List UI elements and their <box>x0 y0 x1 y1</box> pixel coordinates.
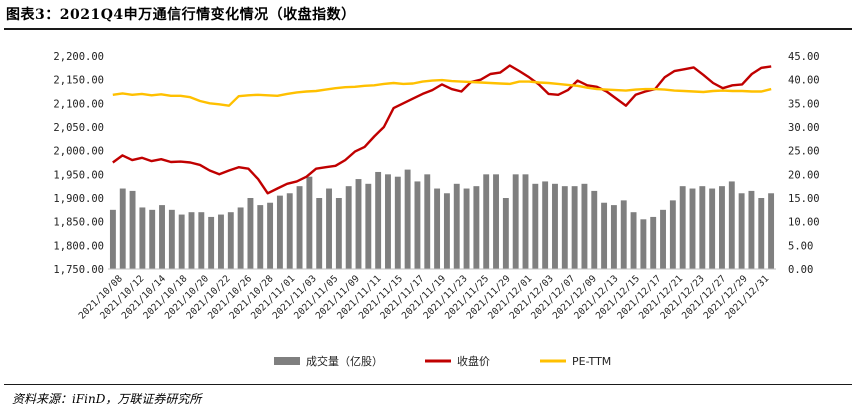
volume-bar <box>640 219 647 269</box>
volume-bar <box>709 188 716 269</box>
volume-bar <box>208 216 215 269</box>
volume-bar <box>463 188 470 269</box>
volume-bar <box>404 169 411 269</box>
volume-bar <box>159 205 165 269</box>
volume-bar <box>286 193 293 269</box>
volume-bar <box>257 205 264 269</box>
volume-bar <box>493 174 499 269</box>
volume-bar <box>660 209 666 269</box>
y-right-tick-label: 15.00 <box>788 193 820 205</box>
pe-ttm-line <box>112 78 772 107</box>
volume-bar <box>443 193 450 269</box>
y-right-tick-label: 10.00 <box>788 217 820 229</box>
chart-title: 图表3：2021Q4申万通信行情变化情况（收盘指数） <box>6 7 356 23</box>
volume-bar <box>198 212 205 269</box>
volume-bar <box>227 212 234 269</box>
legend-label: 成交量（亿股） <box>306 354 383 368</box>
source-rule <box>4 384 852 385</box>
volume-bar <box>394 176 401 269</box>
volume-bar <box>149 209 156 269</box>
volume-bar <box>119 188 126 269</box>
volume-bar <box>532 183 539 269</box>
volume-bar <box>601 202 608 269</box>
y-left-tick-label: 1,800.00 <box>53 240 104 252</box>
volume-bar <box>552 183 558 269</box>
volume-bar <box>267 202 274 269</box>
y-right-tick-label: 40.00 <box>788 75 820 87</box>
y-left-tick-label: 1,850.00 <box>53 217 104 229</box>
volume-bar <box>561 186 568 269</box>
volume-bar <box>591 190 598 269</box>
volume-bar <box>139 207 146 269</box>
volume-bar <box>434 188 441 269</box>
volume-bar <box>650 216 657 269</box>
volume-bar <box>365 183 372 269</box>
legend-label: PE-TTM <box>572 355 611 368</box>
volume-bar <box>168 209 175 269</box>
y-left-tick-label: 2,050.00 <box>53 122 104 134</box>
y-right-tick-label: 35.00 <box>788 98 820 110</box>
volume-bar <box>473 186 480 269</box>
volume-bar <box>306 176 313 269</box>
volume-bar <box>247 198 254 269</box>
volume-bar <box>178 214 185 269</box>
volume-bar <box>218 214 224 269</box>
legend-swatch-volume <box>274 357 300 365</box>
y-right-tick-label: 0.00 <box>788 264 813 276</box>
volume-bar <box>748 190 755 269</box>
volume-bar <box>581 183 588 269</box>
volume-bar <box>296 186 303 269</box>
volume-bar <box>453 183 460 269</box>
volume-bar <box>109 209 116 269</box>
volume-bar <box>316 198 323 269</box>
volume-bar <box>335 198 342 269</box>
volume-bar <box>522 174 529 269</box>
y-left-tick-label: 2,100.00 <box>53 98 104 110</box>
volume-bar <box>385 174 391 269</box>
volume-bar <box>620 200 627 269</box>
volume-bar <box>276 195 283 269</box>
y-left-tick-label: 2,150.00 <box>53 75 104 87</box>
volume-bar <box>689 188 696 269</box>
close-price-line <box>112 64 772 195</box>
volume-bar <box>414 181 421 269</box>
volume-bar <box>542 181 549 269</box>
volume-bar <box>719 186 725 269</box>
volume-bar <box>502 198 509 269</box>
volume-bar <box>669 200 676 269</box>
volume-bar <box>355 179 362 269</box>
y-right-tick-label: 5.00 <box>788 240 813 252</box>
y-left-tick-label: 2,200.00 <box>53 51 104 63</box>
volume-bar <box>237 207 244 269</box>
volume-bar <box>512 174 519 269</box>
volume-bar <box>699 186 706 269</box>
volume-bar <box>758 198 765 269</box>
y-left-tick-label: 1,950.00 <box>53 169 104 181</box>
y-right-tick-label: 25.00 <box>788 146 820 158</box>
volume-bar <box>326 188 332 269</box>
y-left-tick-label: 1,900.00 <box>53 193 104 205</box>
y-left-tick-label: 1,750.00 <box>53 264 104 276</box>
volume-bar <box>424 174 431 269</box>
volume-bar <box>738 193 745 269</box>
volume-bar <box>679 186 686 269</box>
volume-bar <box>728 181 735 269</box>
volume-bar <box>571 186 578 269</box>
volume-bar <box>768 193 775 269</box>
y-right-tick-label: 45.00 <box>788 51 820 63</box>
y-right-tick-label: 30.00 <box>788 122 820 134</box>
volume-bar <box>610 205 617 269</box>
volume-bar <box>188 212 195 269</box>
y-right-tick-label: 20.00 <box>788 169 820 181</box>
volume-bar <box>630 212 637 269</box>
volume-bar <box>129 190 136 269</box>
legend-label: 收盘价 <box>457 354 490 368</box>
source-note: 资料来源：iFinD，万联证券研究所 <box>12 392 202 406</box>
volume-bar <box>375 171 382 269</box>
title-rule <box>4 28 852 30</box>
volume-bar <box>345 186 352 269</box>
volume-bar <box>483 174 490 269</box>
y-left-tick-label: 2,000.00 <box>53 146 104 158</box>
